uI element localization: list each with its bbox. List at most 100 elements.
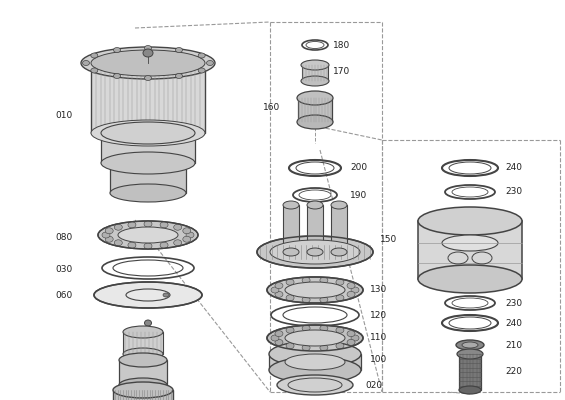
- Ellipse shape: [183, 228, 191, 234]
- Ellipse shape: [277, 375, 353, 395]
- Ellipse shape: [145, 76, 151, 80]
- Ellipse shape: [176, 74, 182, 78]
- Text: 080: 080: [55, 232, 72, 242]
- Ellipse shape: [198, 53, 205, 58]
- Ellipse shape: [302, 325, 310, 331]
- Ellipse shape: [128, 222, 136, 228]
- Ellipse shape: [302, 277, 310, 283]
- Ellipse shape: [118, 227, 178, 243]
- Ellipse shape: [94, 282, 202, 308]
- Ellipse shape: [91, 120, 205, 146]
- Ellipse shape: [123, 326, 163, 338]
- Text: 230: 230: [505, 188, 522, 196]
- Bar: [459, 354, 481, 390]
- Text: 170: 170: [333, 68, 350, 76]
- Ellipse shape: [144, 221, 152, 227]
- Ellipse shape: [331, 201, 347, 209]
- Ellipse shape: [176, 48, 182, 52]
- Ellipse shape: [307, 248, 323, 256]
- Ellipse shape: [302, 345, 310, 351]
- Ellipse shape: [183, 236, 191, 242]
- Text: 210: 210: [505, 340, 522, 350]
- Ellipse shape: [286, 279, 294, 285]
- Text: 120: 120: [370, 310, 387, 320]
- Ellipse shape: [286, 295, 294, 301]
- Ellipse shape: [418, 265, 522, 293]
- Text: 150: 150: [380, 236, 397, 244]
- Ellipse shape: [145, 46, 151, 50]
- Ellipse shape: [267, 277, 363, 303]
- Ellipse shape: [91, 68, 98, 73]
- Bar: [123, 332, 163, 354]
- Ellipse shape: [347, 291, 355, 297]
- Bar: [101, 133, 195, 163]
- Text: 100: 100: [370, 356, 387, 364]
- Ellipse shape: [173, 240, 182, 246]
- Ellipse shape: [336, 327, 344, 333]
- Ellipse shape: [114, 224, 122, 230]
- Ellipse shape: [307, 201, 323, 209]
- Ellipse shape: [275, 291, 283, 297]
- Ellipse shape: [336, 343, 344, 349]
- Text: 010: 010: [55, 110, 72, 120]
- Ellipse shape: [347, 283, 355, 289]
- Ellipse shape: [459, 386, 481, 394]
- Ellipse shape: [302, 297, 310, 303]
- Ellipse shape: [269, 341, 361, 367]
- Ellipse shape: [113, 382, 173, 398]
- Ellipse shape: [114, 240, 122, 246]
- Bar: [418, 221, 522, 279]
- Ellipse shape: [301, 76, 329, 86]
- Bar: [307, 205, 323, 252]
- Ellipse shape: [257, 236, 373, 268]
- Ellipse shape: [101, 152, 195, 174]
- Text: 160: 160: [263, 104, 280, 112]
- Bar: [283, 205, 299, 252]
- Text: 190: 190: [350, 190, 367, 200]
- Ellipse shape: [102, 232, 110, 238]
- Ellipse shape: [286, 343, 294, 349]
- Ellipse shape: [285, 282, 345, 298]
- Ellipse shape: [91, 53, 98, 58]
- Ellipse shape: [320, 345, 328, 351]
- Text: 030: 030: [55, 266, 72, 274]
- Text: 240: 240: [505, 318, 522, 328]
- Ellipse shape: [456, 340, 484, 350]
- Ellipse shape: [81, 47, 215, 79]
- Ellipse shape: [144, 243, 152, 249]
- Ellipse shape: [320, 297, 328, 303]
- Ellipse shape: [105, 236, 113, 242]
- Ellipse shape: [119, 378, 167, 392]
- Text: 180: 180: [333, 40, 350, 50]
- Text: 020: 020: [365, 380, 382, 390]
- Ellipse shape: [114, 74, 120, 78]
- Ellipse shape: [101, 122, 195, 144]
- Ellipse shape: [351, 335, 359, 341]
- Ellipse shape: [163, 293, 169, 297]
- Ellipse shape: [160, 242, 168, 248]
- Ellipse shape: [114, 48, 120, 52]
- Ellipse shape: [105, 228, 113, 234]
- Ellipse shape: [198, 68, 205, 73]
- Text: 130: 130: [370, 286, 387, 294]
- Ellipse shape: [285, 330, 345, 346]
- Ellipse shape: [267, 325, 363, 351]
- Ellipse shape: [347, 339, 355, 345]
- Bar: [113, 390, 173, 400]
- Ellipse shape: [128, 242, 136, 248]
- Ellipse shape: [119, 353, 167, 367]
- Ellipse shape: [320, 325, 328, 331]
- Text: 230: 230: [505, 298, 522, 308]
- Text: 220: 220: [505, 368, 522, 376]
- Ellipse shape: [186, 232, 194, 238]
- Bar: [119, 360, 167, 385]
- Ellipse shape: [91, 50, 205, 76]
- Ellipse shape: [145, 320, 151, 326]
- Ellipse shape: [462, 342, 478, 348]
- Ellipse shape: [110, 184, 186, 202]
- Bar: [298, 98, 332, 122]
- Ellipse shape: [98, 221, 198, 249]
- Ellipse shape: [347, 331, 355, 337]
- Bar: [110, 163, 186, 193]
- Ellipse shape: [285, 354, 345, 370]
